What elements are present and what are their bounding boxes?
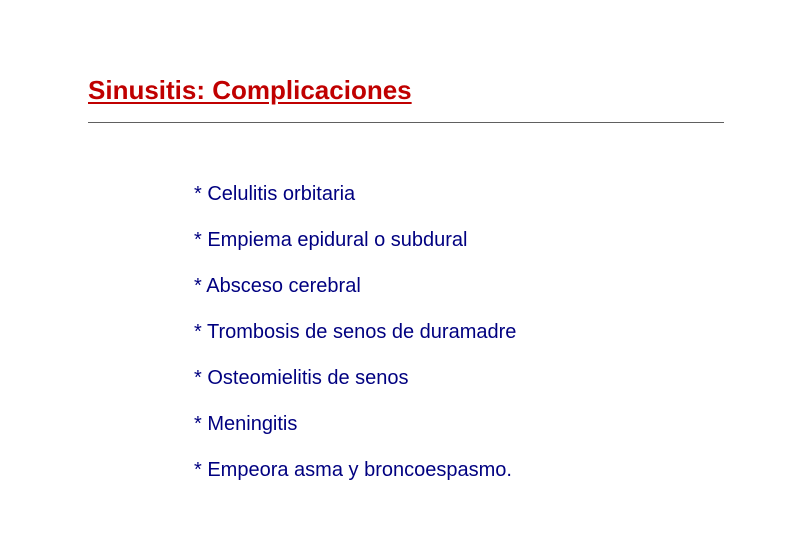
list-item: * Empeora asma y broncoespasmo. [194, 458, 516, 482]
list-item: * Absceso cerebral [194, 274, 516, 298]
bullet-list: * Celulitis orbitaria * Empiema epidural… [194, 182, 516, 504]
list-item: * Empiema epidural o subdural [194, 228, 516, 252]
list-item: * Meningitis [194, 412, 516, 436]
list-item-text: * Absceso cerebral [194, 275, 361, 297]
list-item-text: * Osteomielitis de senos [194, 367, 409, 389]
list-item-text: * Empeora asma y broncoespasmo. [194, 459, 512, 481]
slide: Sinusitis: Complicaciones * Celulitis or… [0, 0, 810, 540]
horizontal-rule [88, 122, 724, 123]
slide-title: Sinusitis: Complicaciones [88, 75, 412, 106]
list-item-text: * Empiema epidural o subdural [194, 229, 468, 251]
list-item: * Osteomielitis de senos [194, 366, 516, 390]
list-item-text: * Trombosis de senos de duramadre [194, 321, 516, 343]
list-item: * Celulitis orbitaria [194, 182, 516, 206]
list-item: * Trombosis de senos de duramadre [194, 320, 516, 344]
list-item-text: * Meningitis [194, 413, 297, 435]
list-item-text: * Celulitis orbitaria [194, 183, 355, 205]
